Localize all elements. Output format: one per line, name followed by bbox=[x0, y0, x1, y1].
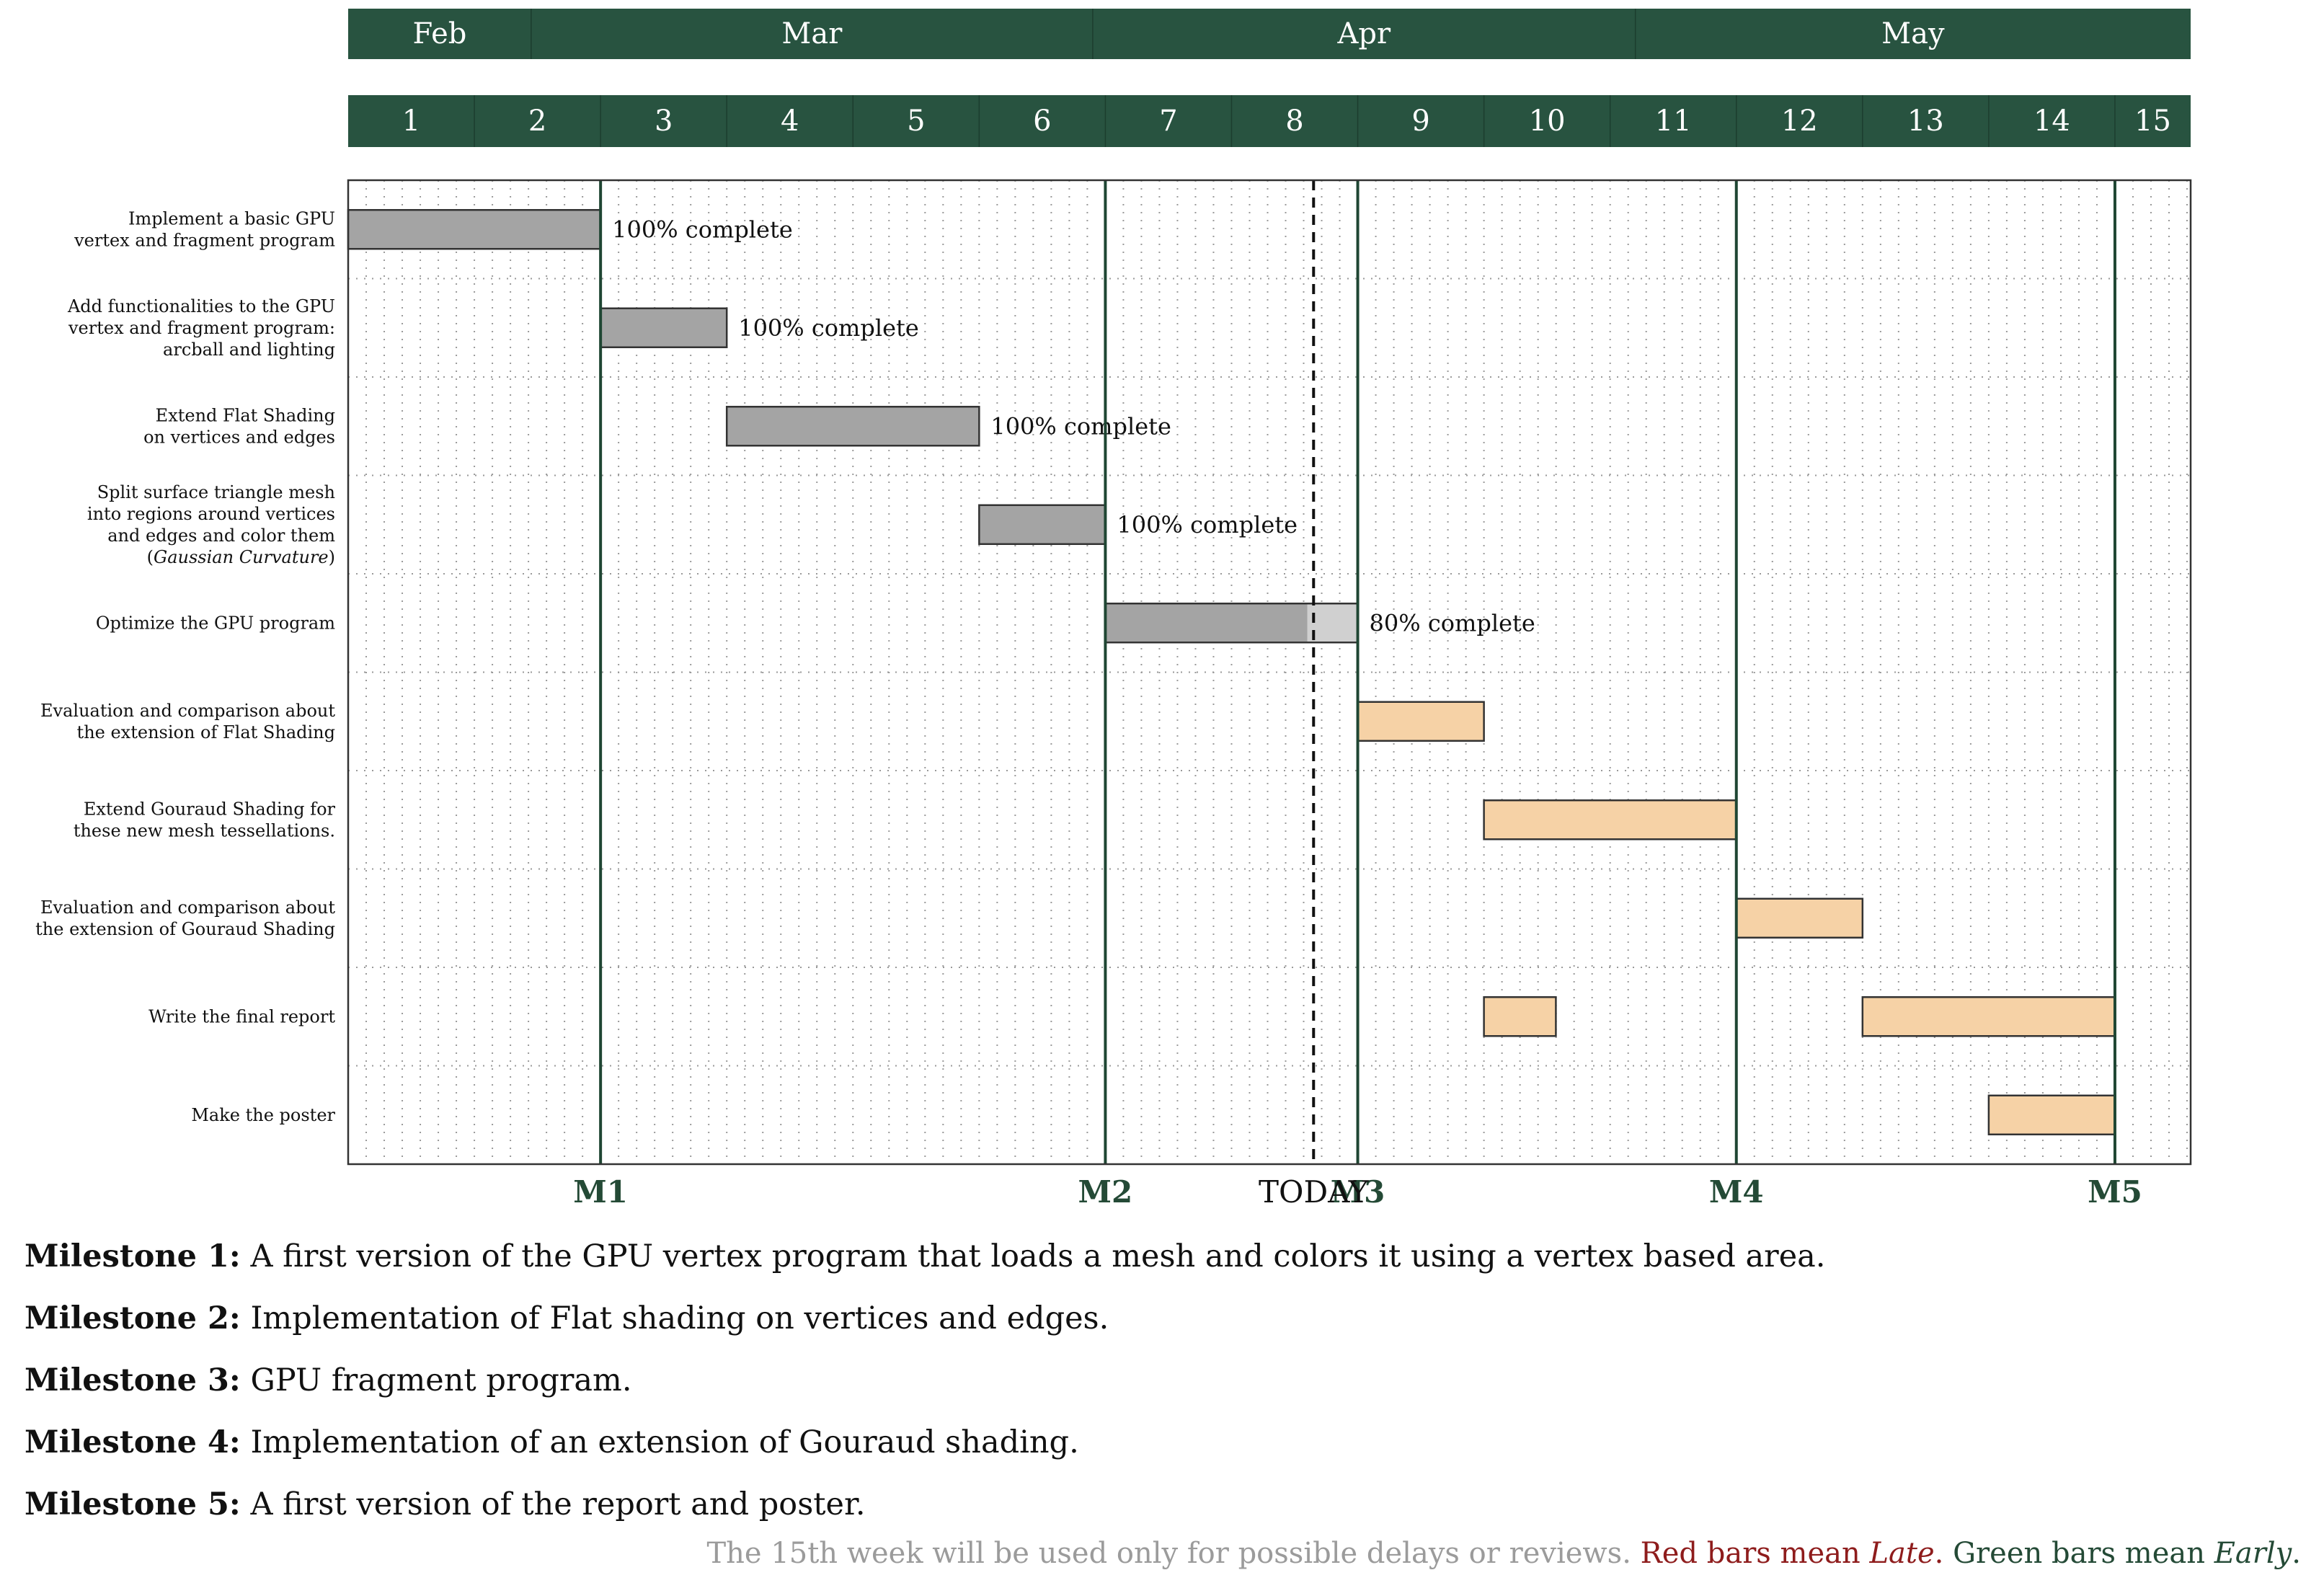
task-label: the extension of Flat Shading bbox=[77, 722, 335, 742]
task-bar-progress bbox=[348, 210, 601, 249]
task-bar-progress bbox=[979, 505, 1106, 544]
month-label: Mar bbox=[781, 17, 843, 50]
task-label: the extension of Gouraud Shading bbox=[35, 919, 335, 939]
task-label: vertex and fragment program bbox=[74, 230, 335, 250]
task-bar-planned bbox=[1357, 701, 1485, 742]
week-label: 3 bbox=[655, 105, 673, 138]
milestone-1-description: Milestone 1: A first version of the GPU … bbox=[25, 1238, 1826, 1274]
footnote-red: Red bars mean bbox=[1640, 1537, 1860, 1570]
task-bars: 100% complete 100% complete 100% complete 1… bbox=[347, 209, 2116, 1135]
task-label: arcball and lighting bbox=[163, 340, 335, 360]
week-label: 7 bbox=[1159, 105, 1177, 138]
task-label: (Gaussian Curvature) bbox=[147, 547, 335, 567]
milestone-label: M3 bbox=[1331, 1174, 1385, 1210]
footnote-late: Late bbox=[1869, 1537, 1935, 1570]
task-bar-planned bbox=[1483, 799, 1738, 841]
month-label: May bbox=[1881, 17, 1945, 50]
footnote: The 15th week will be used only for poss… bbox=[706, 1537, 2301, 1570]
task-label: Optimize the GPU program bbox=[96, 613, 335, 633]
milestone-2-description: Milestone 2: Implementation of Flat shad… bbox=[25, 1300, 1109, 1336]
task-label: on vertices and edges bbox=[143, 427, 335, 447]
week-label: 5 bbox=[907, 105, 925, 138]
milestone-5-description: Milestone 5: A first version of the repo… bbox=[25, 1486, 866, 1522]
milestone-4-description: Milestone 4: Implementation of an extens… bbox=[25, 1424, 1079, 1460]
gantt-chart: Feb Mar Apr May 1 2 3 4 5 6 7 8 9 10 11 12 13 14 15 Imple… bbox=[35, 9, 2192, 1210]
week-label: 2 bbox=[528, 105, 546, 138]
task-label: Split surface triangle mesh bbox=[97, 482, 335, 502]
task-label: Evaluation and comparison about bbox=[40, 701, 335, 721]
task-label: Write the final report bbox=[148, 1006, 335, 1026]
progress-label: 100% complete bbox=[612, 216, 793, 243]
month-header: Feb Mar Apr May bbox=[348, 9, 2191, 59]
task-bar-progress bbox=[727, 407, 980, 446]
week-label: 12 bbox=[1781, 105, 1818, 138]
progress-label: 100% complete bbox=[990, 412, 1171, 440]
week-label: 15 bbox=[2134, 105, 2171, 138]
chart-frame bbox=[347, 179, 2192, 1166]
milestone-3-description: Milestone 3: GPU fragment program. bbox=[25, 1362, 632, 1398]
task-label: these new mesh tessellations. bbox=[74, 820, 335, 841]
week-header: 1 2 3 4 5 6 7 8 9 10 11 12 13 14 15 bbox=[348, 95, 2191, 147]
week-label: 10 bbox=[1529, 105, 1566, 138]
milestone-label: M1 bbox=[573, 1174, 628, 1210]
week-label: 8 bbox=[1285, 105, 1303, 138]
week-label: 6 bbox=[1033, 105, 1051, 138]
footnote-delays: The 15th week will be used only for poss… bbox=[706, 1537, 1631, 1570]
milestone-label: M4 bbox=[1709, 1174, 1764, 1210]
chart-grid bbox=[348, 179, 2191, 1164]
footnote-early: Early bbox=[2214, 1537, 2292, 1570]
progress-label: 80% complete bbox=[1370, 609, 1535, 637]
task-label: Extend Flat Shading bbox=[156, 405, 335, 425]
week-label: 1 bbox=[402, 105, 420, 138]
task-bar-planned bbox=[1987, 1094, 2116, 1135]
milestone-label: M2 bbox=[1078, 1174, 1133, 1210]
week-header-bg bbox=[348, 95, 2191, 147]
week-label: 4 bbox=[781, 105, 799, 138]
task-bar-progress bbox=[1105, 603, 1308, 643]
task-label: Implement a basic GPU bbox=[128, 208, 335, 229]
month-label: Feb bbox=[413, 17, 467, 50]
week-label: 14 bbox=[2034, 105, 2070, 138]
progress-label: 100% complete bbox=[1117, 511, 1298, 538]
footnote-green: Green bars mean bbox=[1953, 1537, 2205, 1570]
milestone-lines: M1 M2 M3 M4 M5 TODAY bbox=[573, 180, 2142, 1210]
today-label: TODAY bbox=[1259, 1174, 1370, 1210]
week-label: 11 bbox=[1655, 105, 1692, 138]
month-label: Apr bbox=[1336, 17, 1391, 50]
task-label: Add functionalities to the GPU bbox=[67, 296, 335, 316]
month-header-bg bbox=[348, 9, 2191, 59]
task-label: and edges and color them bbox=[107, 525, 335, 546]
task-bar-planned bbox=[1861, 996, 2116, 1037]
task-bar-planned bbox=[1735, 897, 1864, 939]
task-label: Make the poster bbox=[191, 1105, 335, 1125]
task-label: vertex and fragment program: bbox=[68, 318, 335, 338]
milestone-label: M5 bbox=[2088, 1174, 2142, 1210]
task-label: into regions around vertices bbox=[87, 504, 335, 524]
week-label: 13 bbox=[1907, 105, 1944, 138]
task-label: Evaluation and comparison about bbox=[40, 897, 335, 918]
task-bar-outline bbox=[725, 406, 980, 447]
task-bar-planned bbox=[1483, 996, 1557, 1037]
task-bar-progress bbox=[600, 308, 727, 347]
week-label: 9 bbox=[1411, 105, 1429, 138]
milestone-legend: Milestone 1: A first version of the GPU … bbox=[25, 1225, 2295, 1535]
task-label: Extend Gouraud Shading for bbox=[84, 799, 336, 819]
progress-label: 100% complete bbox=[738, 314, 919, 342]
